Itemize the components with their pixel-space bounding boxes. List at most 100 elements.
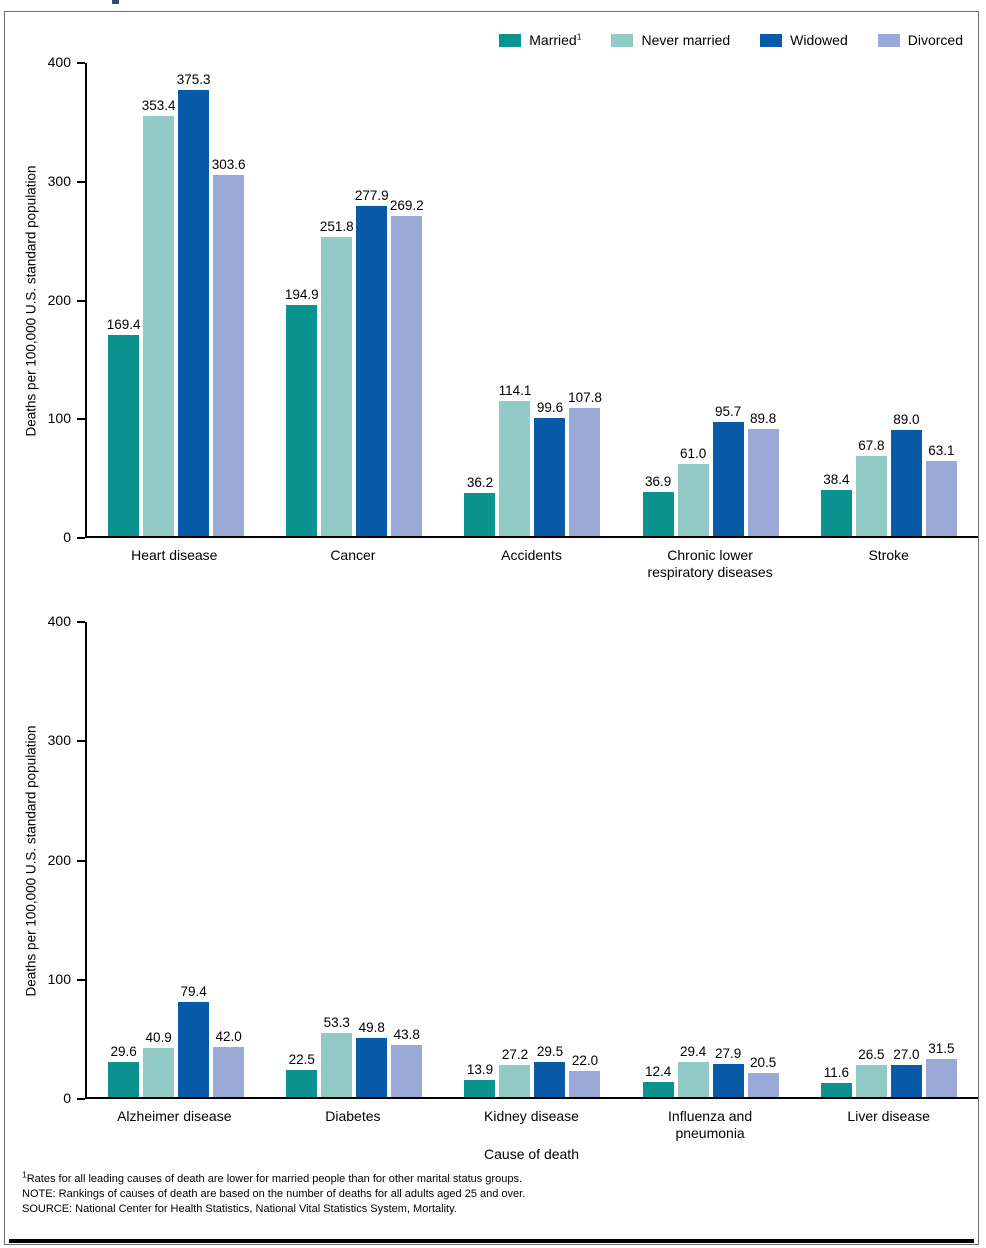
category-labels: Heart disease Cancer Accidents Chronic lowe… [85, 547, 978, 581]
legend-label: Married1 [529, 31, 582, 48]
bar-widowed: 27.0 [890, 1047, 922, 1097]
bar-widowed: 79.4 [178, 984, 210, 1097]
bar-value-label: 22.5 [288, 1052, 315, 1068]
legend-label: Widowed [790, 32, 848, 48]
bar-group: 13.9 27.2 29.5 22.0 [464, 1044, 601, 1097]
bar-group: 22.5 53.3 49.8 43.8 [286, 1015, 423, 1097]
y-axis-title: Deaths per 100,000 U.S. standard populat… [23, 725, 39, 996]
bar-value-label: 63.1 [928, 443, 955, 459]
legend-item-widowed: Widowed [760, 32, 848, 48]
legend-swatch-icon [760, 33, 783, 47]
bar-never-married: 114.1 [499, 383, 531, 536]
y-tick [77, 978, 85, 981]
bar-never-married: 53.3 [321, 1015, 353, 1097]
bar-value-label: 375.3 [176, 72, 211, 88]
bar-never-married: 29.4 [677, 1044, 709, 1097]
bar-value-label: 40.9 [145, 1030, 172, 1046]
bar-value-label: 89.0 [893, 412, 920, 428]
bar-widowed: 89.0 [890, 412, 922, 536]
category-label: Heart disease [131, 547, 218, 563]
bar-married: 13.9 [464, 1062, 496, 1097]
x-axis-title: Cause of death [484, 1146, 579, 1162]
bar-value-label: 13.9 [466, 1062, 494, 1078]
category-label: Cancer [330, 547, 376, 563]
y-tick-label: 200 [47, 291, 71, 308]
bar-group: 194.9 251.8 277.9 269.2 [285, 188, 424, 536]
y-tick-label: 0 [63, 1090, 71, 1106]
bar-never-married: 40.9 [143, 1030, 175, 1097]
legend-label: Never married [641, 32, 731, 48]
bar-value-label: 53.3 [323, 1015, 350, 1031]
bar-value-label: 31.5 [928, 1041, 955, 1057]
bar-group: 36.9 61.0 95.7 89.8 [642, 404, 779, 536]
y-tick [77, 859, 85, 862]
bar-value-label: 99.6 [536, 399, 564, 415]
y-tick-label: 100 [47, 970, 71, 987]
bar-value-label: 277.9 [354, 188, 389, 203]
y-tick-label: 300 [47, 172, 71, 189]
y-axis-title: Deaths per 100,000 U.S. standard populat… [23, 165, 39, 436]
footnote-source: SOURCE: National Center for Health Stati… [22, 1203, 457, 1215]
bar-value-label: 49.8 [358, 1019, 385, 1035]
y-tick-label: 400 [47, 54, 71, 70]
bar-married: 194.9 [285, 287, 319, 536]
bar-value-label: 26.5 [858, 1047, 885, 1063]
category-label: Kidney disease [484, 1108, 579, 1124]
category-label: Diabetes [325, 1108, 381, 1124]
y-tick-label: 200 [47, 851, 71, 868]
legend-item-divorced: Divorced [877, 32, 963, 48]
legend-superscript: 1 [576, 31, 582, 42]
category-label: Accidents [501, 547, 562, 563]
bar-value-label: 43.8 [393, 1026, 420, 1042]
y-tick-label: 300 [47, 732, 71, 749]
bar-group: 11.6 26.5 27.0 31.5 [820, 1041, 957, 1097]
bar-group: 169.4 353.4 375.3 303.6 [107, 72, 245, 536]
bar-divorced: 20.5 [747, 1055, 779, 1097]
y-tick-label: 0 [63, 529, 71, 545]
bar-value-label: 61.0 [680, 445, 707, 461]
bar-divorced: 22.0 [569, 1053, 601, 1097]
y-tick [77, 621, 85, 623]
category-label: Liver disease [847, 1108, 930, 1124]
bar-value-label: 353.4 [141, 98, 176, 114]
bar-value-label: 89.8 [750, 411, 777, 427]
bar-group: 36.2 114.1 99.6 107.8 [464, 383, 602, 536]
footnote-superscript: 1 [22, 1169, 27, 1180]
bar-value-label: 107.8 [568, 390, 602, 405]
footnote-rates: 1Rates for all leading causes of death a… [22, 1169, 525, 1187]
bar-never-married: 67.8 [855, 438, 887, 536]
bar-divorced: 42.0 [213, 1029, 245, 1097]
bar-widowed: 375.3 [177, 72, 210, 536]
bar-value-label: 194.9 [284, 286, 319, 302]
y-tick [77, 180, 85, 183]
y-tick-label: 100 [47, 410, 71, 427]
bar-value-label: 29.5 [536, 1043, 564, 1059]
bar-married: 22.5 [286, 1052, 318, 1097]
y-tick-label: 400 [47, 613, 71, 629]
bar-group: 12.4 29.4 27.9 20.5 [642, 1044, 779, 1097]
bar-married: 11.6 [820, 1065, 852, 1097]
y-tick [77, 1098, 85, 1100]
bars-row: 169.4 353.4 375.3 303.6 194.9 251.8 277.9 269.2… [87, 63, 978, 536]
bar-group: 29.6 40.9 79.4 42.0 [108, 984, 245, 1097]
bars-row: 29.6 40.9 79.4 42.0 22.5 53.3 49.8 43.8 13.9 27.2… [87, 622, 978, 1097]
footnote-rates-text: Rates for all leading causes of death ar… [26, 1173, 522, 1185]
bar-widowed: 49.8 [356, 1020, 388, 1097]
bar-never-married: 26.5 [855, 1047, 887, 1097]
bar-value-label: 29.6 [110, 1043, 137, 1059]
bar-value-label: 95.7 [715, 404, 742, 420]
plot-area: 0 100 200 300 400 169.4 353.4 375.3 303.6 194.9 25… [48, 54, 978, 545]
bar-married: 29.6 [108, 1044, 140, 1097]
bar-divorced: 89.8 [747, 411, 779, 536]
cropped-text-fragment [112, 0, 119, 4]
bar-never-married: 251.8 [320, 219, 354, 536]
bar-value-label: 27.0 [893, 1046, 920, 1062]
bar-value-label: 11.6 [823, 1065, 849, 1081]
bar-value-label: 36.9 [645, 474, 672, 490]
y-tick [77, 62, 85, 64]
y-tick [77, 740, 85, 743]
legend-item-married: Married1 [499, 32, 581, 48]
bar-widowed: 277.9 [355, 188, 389, 536]
bar-never-married: 27.2 [499, 1047, 531, 1097]
bar-value-label: 12.4 [645, 1064, 672, 1080]
